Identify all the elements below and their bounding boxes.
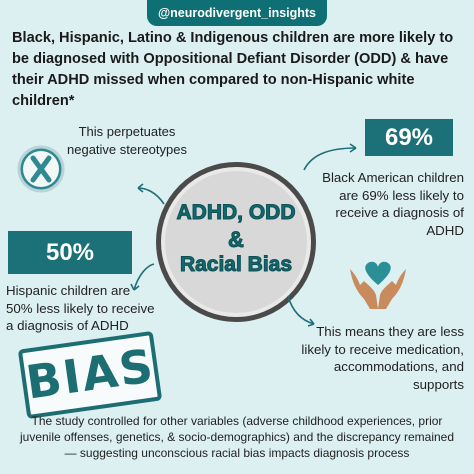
center-title-line2: & [228,227,245,253]
arrow-to-consequence [287,295,315,327]
consequence-text: This means they are less likely to recei… [301,324,464,392]
headline: Black, Hispanic, Latino & Indigenous chi… [12,30,454,109]
arrow-to-hispanic-stat [130,263,155,291]
center-title-line3: Racial Bias [179,253,293,277]
center-circle: ADHD, ODD & Racial Bias [156,162,316,322]
stat-box-50: 50% [8,231,132,274]
hispanic-stat-text: Hispanic children are 50% less likely to… [6,283,155,333]
handle-tag: @neurodivergent_insights [147,0,327,26]
stat-box-69: 69% [365,119,453,156]
x-circle-icon [16,144,66,194]
center-title-line1: ADHD, ODD [176,201,296,225]
heart-hands-icon [346,255,410,315]
bias-stamp: BIAS [17,330,163,420]
arrow-to-stereotypes [137,183,165,205]
black-stat-text: Black American children are 69% less lik… [322,170,464,238]
arrow-to-black-stat [303,143,357,171]
stereotypes-text: This perpetuates negative stereotypes [67,124,187,157]
footer-note: The study controlled for other variables… [19,414,455,460]
